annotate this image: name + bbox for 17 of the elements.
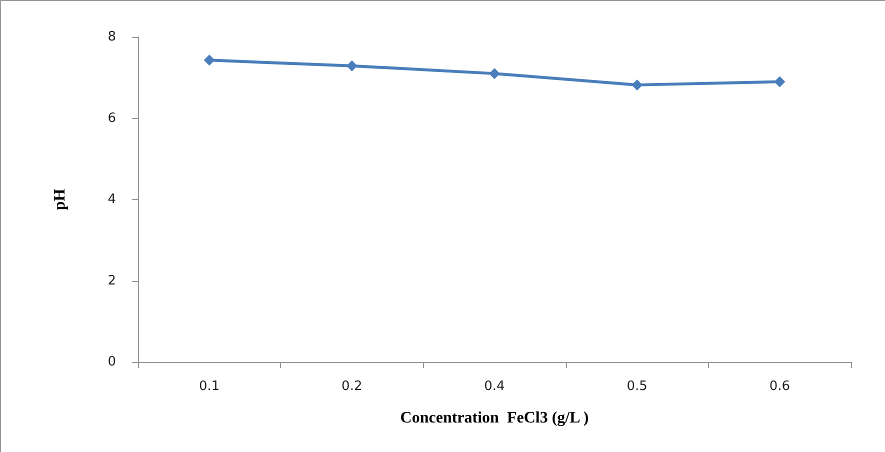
point bbox=[346, 60, 358, 72]
point bbox=[774, 76, 786, 88]
y-tick-label: 2 bbox=[108, 273, 116, 288]
x-axis-title: Concentration FeCl3 (g/L ) bbox=[400, 410, 589, 426]
x-tick-label: 0.2 bbox=[342, 379, 362, 394]
x-tick-label: 0.4 bbox=[484, 379, 505, 394]
y-tick-label: 4 bbox=[108, 192, 116, 207]
point bbox=[204, 54, 215, 66]
y-tick-label: 0 bbox=[108, 354, 116, 370]
x-tick-label: 0.1 bbox=[198, 379, 220, 394]
point bbox=[489, 68, 500, 80]
point bbox=[632, 79, 643, 90]
y-tick-label: 8 bbox=[108, 30, 116, 44]
y-tick-label: 6 bbox=[108, 110, 116, 126]
x-tick-label: 0.6 bbox=[769, 379, 790, 394]
y-axis-title: pH bbox=[52, 188, 68, 210]
x-tick-label: 0.5 bbox=[626, 379, 648, 394]
